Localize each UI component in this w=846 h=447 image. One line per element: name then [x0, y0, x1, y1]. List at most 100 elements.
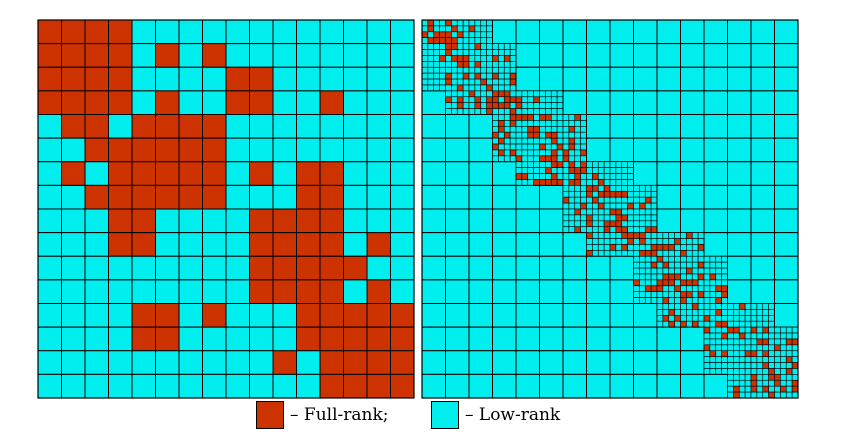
- low-rank-subblock: [533, 102, 540, 109]
- low-rank-block: [586, 43, 611, 68]
- full-rank-block: [272, 208, 297, 234]
- full-rank-subblock: [474, 96, 482, 103]
- low-rank-subblock: [451, 108, 458, 115]
- low-rank-subblock: [639, 291, 646, 298]
- low-rank-subblock: [774, 356, 781, 363]
- full-rank-subblock: [762, 350, 769, 357]
- low-rank-block: [390, 43, 415, 68]
- full-rank-block: [202, 137, 227, 163]
- low-rank-subblock: [568, 220, 576, 228]
- low-rank-subblock: [668, 255, 675, 263]
- full-rank-subblock: [462, 72, 470, 80]
- low-rank-subblock: [656, 273, 664, 281]
- low-rank-block: [272, 303, 297, 328]
- low-rank-block: [774, 303, 799, 328]
- low-rank-block: [84, 255, 109, 281]
- full-rank-subblock: [574, 226, 581, 233]
- low-rank-subblock: [427, 66, 435, 74]
- low-rank-subblock: [738, 379, 746, 387]
- low-rank-subblock: [650, 297, 658, 304]
- low-rank-block: [249, 326, 274, 352]
- full-rank-subblock: [486, 108, 493, 115]
- low-rank-subblock: [721, 309, 728, 316]
- low-rank-subblock: [468, 19, 476, 27]
- full-rank-subblock: [474, 61, 482, 68]
- low-rank-block: [774, 114, 799, 139]
- low-rank-subblock: [545, 137, 552, 145]
- full-rank-subblock: [509, 78, 517, 86]
- low-rank-block: [272, 137, 297, 163]
- full-rank-subblock: [791, 385, 799, 393]
- low-rank-subblock: [568, 208, 576, 216]
- low-rank-block: [539, 66, 564, 92]
- low-rank-block: [272, 19, 297, 45]
- full-rank-subblock: [550, 137, 558, 145]
- low-rank-subblock: [715, 338, 722, 346]
- full-rank-subblock: [680, 279, 687, 287]
- full-rank-subblock: [633, 279, 640, 287]
- low-rank-subblock: [627, 173, 634, 180]
- low-rank-subblock: [780, 391, 787, 399]
- low-rank-subblock: [550, 96, 558, 103]
- low-rank-block: [515, 303, 540, 328]
- full-rank-block: [84, 19, 109, 45]
- low-rank-subblock: [433, 84, 440, 92]
- low-rank-subblock: [644, 238, 652, 245]
- full-rank-block: [319, 303, 344, 328]
- low-rank-subblock: [609, 250, 617, 257]
- low-rank-subblock: [574, 120, 581, 127]
- low-rank-subblock: [586, 244, 593, 251]
- full-rank-subblock: [762, 385, 769, 393]
- low-rank-subblock: [644, 273, 652, 281]
- low-rank-subblock: [433, 78, 440, 86]
- low-rank-subblock: [521, 108, 529, 115]
- full-rank-block: [84, 43, 109, 68]
- full-rank-subblock: [492, 55, 499, 62]
- full-rank-subblock: [756, 338, 764, 346]
- low-rank-subblock: [785, 332, 793, 340]
- low-rank-subblock: [550, 108, 558, 115]
- full-rank-subblock: [668, 244, 675, 251]
- low-rank-subblock: [462, 102, 470, 109]
- low-rank-block: [703, 232, 728, 257]
- low-rank-subblock: [580, 214, 587, 222]
- full-rank-subblock: [615, 220, 623, 228]
- low-rank-subblock: [756, 362, 764, 369]
- low-rank-subblock: [644, 208, 652, 216]
- full-rank-subblock: [621, 190, 628, 198]
- low-rank-subblock: [715, 261, 722, 269]
- low-rank-subblock: [468, 31, 476, 39]
- low-rank-subblock: [527, 167, 534, 174]
- low-rank-subblock: [780, 338, 787, 346]
- low-rank-subblock: [509, 43, 517, 50]
- low-rank-block: [468, 184, 493, 210]
- full-rank-subblock: [609, 190, 617, 198]
- low-rank-block: [562, 326, 587, 352]
- full-rank-subblock: [703, 344, 711, 352]
- low-rank-subblock: [762, 309, 769, 316]
- low-rank-subblock: [633, 297, 640, 304]
- low-rank-subblock: [603, 232, 611, 239]
- low-rank-subblock: [662, 285, 670, 292]
- full-rank-subblock: [550, 149, 558, 157]
- low-rank-subblock: [498, 55, 505, 62]
- low-rank-block: [61, 373, 86, 399]
- low-rank-subblock: [486, 25, 493, 33]
- low-rank-block: [445, 114, 470, 139]
- full-rank-subblock: [509, 114, 517, 121]
- low-rank-subblock: [603, 214, 611, 222]
- low-rank-subblock: [515, 126, 523, 133]
- full-rank-subblock: [445, 49, 452, 56]
- low-rank-block: [468, 114, 493, 139]
- full-rank-subblock: [539, 114, 546, 121]
- low-rank-subblock: [639, 190, 646, 198]
- low-rank-block: [633, 161, 658, 186]
- low-rank-subblock: [656, 250, 664, 257]
- full-rank-subblock: [627, 202, 634, 210]
- full-rank-subblock: [545, 155, 552, 163]
- low-rank-subblock: [427, 61, 435, 68]
- low-rank-block: [225, 43, 250, 68]
- low-rank-subblock: [474, 90, 482, 98]
- low-rank-subblock: [592, 244, 599, 251]
- low-rank-subblock: [768, 315, 775, 322]
